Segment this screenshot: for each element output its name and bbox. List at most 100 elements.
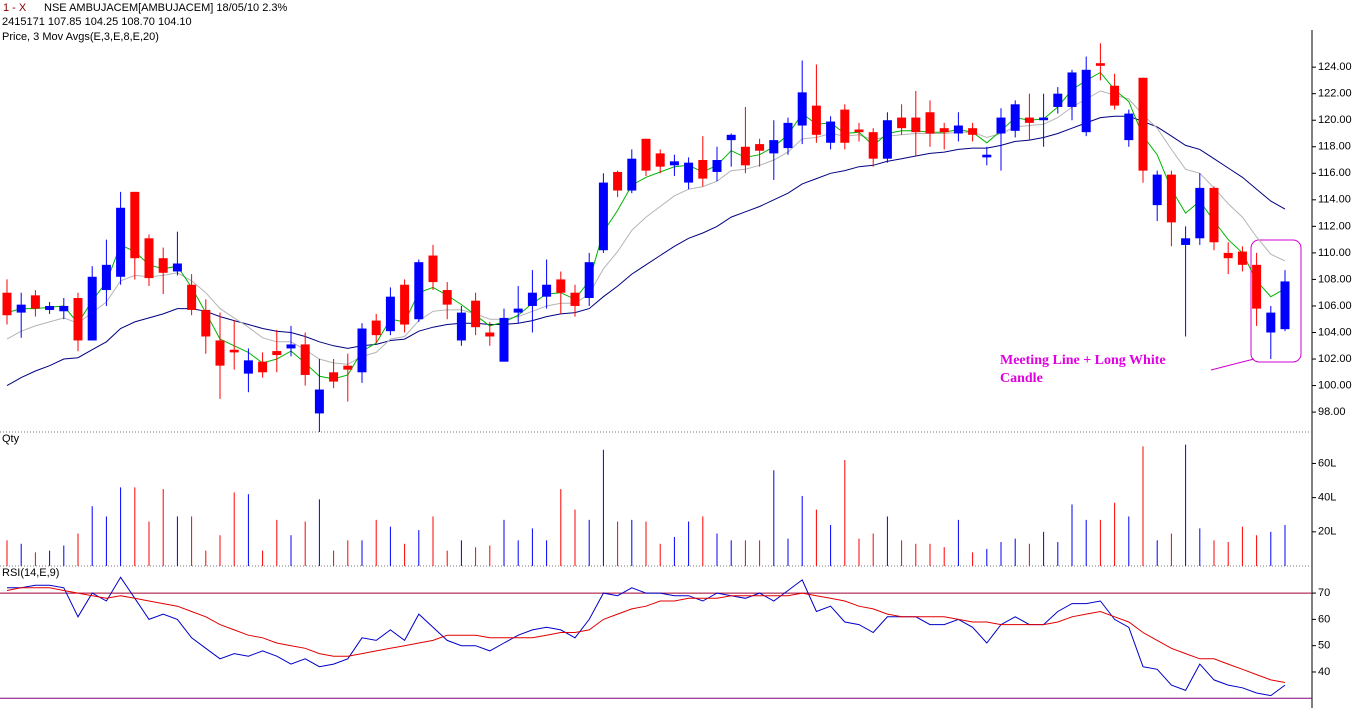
volume-bar — [901, 540, 903, 566]
volume-bar — [531, 528, 533, 566]
candle-body — [428, 255, 438, 283]
volume-bar — [446, 550, 448, 566]
volume-bar — [972, 552, 974, 566]
volume-bar — [247, 494, 249, 566]
volume-bar — [233, 492, 235, 566]
volume-bar — [205, 550, 207, 566]
volume-bar — [517, 540, 519, 566]
volume-bar — [1213, 540, 1215, 566]
volume-bar — [489, 545, 491, 566]
y-tick-label: 60 — [1318, 613, 1330, 625]
volume-bar — [1256, 535, 1258, 566]
volume-bar — [801, 495, 803, 566]
volume-bar — [1199, 528, 1201, 566]
candle-body — [627, 158, 637, 191]
candle-body — [598, 182, 608, 251]
volume-bar — [63, 545, 65, 566]
candle-body — [187, 284, 197, 310]
volume-bar — [134, 487, 136, 566]
y-tick-label: 106.00 — [1318, 300, 1352, 312]
y-tick-label: 116.00 — [1318, 167, 1351, 179]
candle-body — [655, 153, 665, 167]
candle-body — [1081, 69, 1091, 133]
candle-body — [712, 160, 722, 172]
candle-body — [243, 360, 253, 374]
tab-label[interactable]: 1 - X — [3, 2, 27, 14]
indicator-line — [6, 587, 1286, 683]
candle-body — [740, 146, 750, 166]
candle-body — [1195, 187, 1205, 239]
candle-body — [939, 128, 949, 133]
candle-body — [911, 117, 921, 133]
candle-body — [101, 264, 111, 291]
candle-body — [1223, 252, 1233, 259]
volume-bar — [830, 524, 832, 566]
y-tick-label: 20L — [1318, 526, 1336, 538]
volume-bar — [105, 516, 107, 566]
volume-bar — [91, 506, 93, 566]
candle-body — [172, 263, 182, 272]
candle-body — [215, 340, 225, 366]
volume-bar — [290, 535, 292, 566]
volume-bar — [347, 540, 349, 566]
volume-bar — [588, 519, 590, 566]
candle-body — [1237, 251, 1247, 265]
candle-body — [542, 284, 552, 297]
volume-bar — [602, 449, 604, 566]
y-tick-label: 120.00 — [1318, 114, 1352, 126]
candle-body — [868, 132, 878, 159]
volume-bar — [759, 540, 761, 566]
candle-body — [499, 317, 509, 362]
candle-body — [229, 349, 239, 353]
volume-bar — [744, 540, 746, 566]
candle-body — [1138, 77, 1148, 171]
y-tick-label: 108.00 — [1318, 273, 1352, 285]
volume-bar — [1014, 538, 1016, 566]
volume-bar — [1043, 531, 1045, 566]
volume-bar — [503, 519, 505, 566]
y-tick-label: 114.00 — [1318, 194, 1351, 206]
volume-bar — [1085, 519, 1087, 566]
volume-bar — [1170, 533, 1172, 566]
volume-bar — [375, 519, 377, 566]
volume-bar — [1071, 504, 1073, 566]
volume-bar — [262, 550, 264, 566]
volume-bar — [148, 521, 150, 566]
y-tick-label: 104.00 — [1318, 326, 1352, 338]
volume-bar — [631, 519, 633, 566]
volume-bar — [6, 540, 8, 566]
candle-body — [769, 140, 779, 154]
candle-body — [442, 290, 452, 305]
volume-bar — [1270, 531, 1272, 566]
volume-bar — [418, 530, 420, 566]
volume-bar — [49, 550, 51, 566]
qty-title: Qty — [2, 433, 20, 445]
candle-body — [1053, 93, 1063, 107]
volume-bar — [460, 540, 462, 566]
volume-bar — [773, 470, 775, 566]
volume-bar — [716, 533, 718, 566]
volume-bar — [304, 521, 306, 566]
candle-body — [556, 279, 566, 293]
volume-bar — [333, 550, 335, 566]
candle-body — [1280, 281, 1290, 330]
candle-body — [343, 365, 353, 370]
volume-bar — [77, 533, 79, 566]
volume-bar — [1114, 502, 1116, 566]
candle-body — [314, 389, 324, 414]
candle-body — [272, 351, 282, 356]
candle-body — [996, 117, 1006, 134]
y-tick-label: 110.00 — [1318, 247, 1351, 259]
candle-body — [456, 312, 466, 341]
candle-body — [1152, 174, 1162, 206]
candle-body — [698, 160, 708, 179]
volume-bar — [645, 521, 647, 566]
candle-body — [882, 120, 892, 159]
volume-bar — [560, 489, 562, 566]
candle-body — [797, 92, 807, 126]
indicator-line — [7, 576, 1286, 697]
candle-body — [385, 296, 395, 332]
candle-body — [2, 292, 12, 316]
